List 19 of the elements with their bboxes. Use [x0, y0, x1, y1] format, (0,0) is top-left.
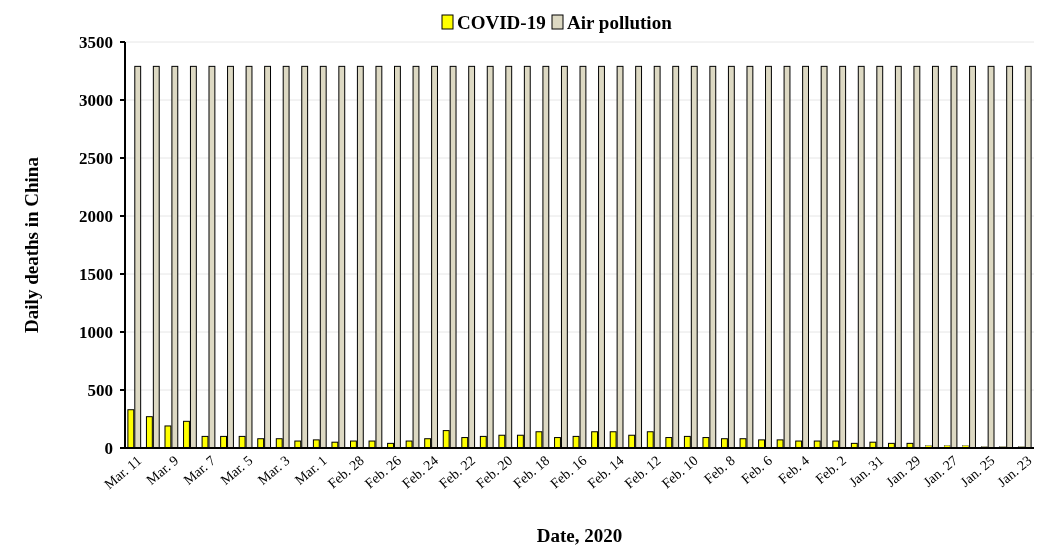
x-tick-label: Mar. 7 [180, 452, 219, 488]
y-tick-label: 1500 [79, 264, 113, 284]
y-tick-label: 2500 [79, 148, 113, 168]
x-tick-label: Mar. 5 [217, 452, 256, 488]
y-tick-label: 2000 [79, 206, 113, 226]
legend-label: COVID-19 [457, 11, 546, 33]
y-tick-label: 0 [104, 438, 113, 458]
x-tick-label: Feb. 6 [738, 452, 775, 487]
y-tick-label: 3000 [79, 90, 113, 110]
x-tick-label: Mar. 9 [143, 452, 182, 488]
x-tick-label: Feb. 8 [701, 452, 738, 487]
legend-label: Air pollution [567, 11, 673, 33]
y-axis-title: Daily deaths in China [21, 156, 42, 333]
y-tick-label: 3500 [79, 32, 113, 52]
y-tick-label: 500 [87, 380, 113, 400]
x-tick-label: Feb. 4 [775, 452, 813, 487]
y-tick-label: 1000 [79, 322, 113, 342]
x-tick-label: Mar. 3 [254, 452, 293, 488]
x-axis-title: Date, 2020 [536, 525, 623, 546]
